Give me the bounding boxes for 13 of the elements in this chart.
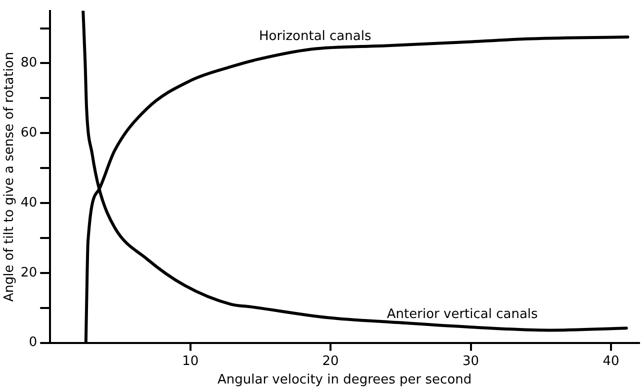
y-tick-label: 0	[28, 335, 38, 350]
x-tick-label: 20	[322, 354, 339, 369]
series-label: Horizontal canals	[259, 29, 372, 44]
y-axis-title: Angle of tilt to give a sense of rotation	[2, 52, 18, 302]
x-tick-label: 40	[602, 354, 620, 369]
y-tick-label: 40	[20, 195, 38, 210]
x-tick-label: 30	[462, 354, 480, 369]
x-axis-title: Angular velocity in degrees per second	[217, 372, 472, 388]
series-label: Anterior vertical canals	[386, 306, 538, 322]
y-tick-label: 20	[20, 265, 38, 280]
y-tick-label: 60	[20, 125, 38, 140]
y-tick-label: 80	[20, 56, 38, 71]
x-tick-label: 10	[182, 354, 199, 369]
